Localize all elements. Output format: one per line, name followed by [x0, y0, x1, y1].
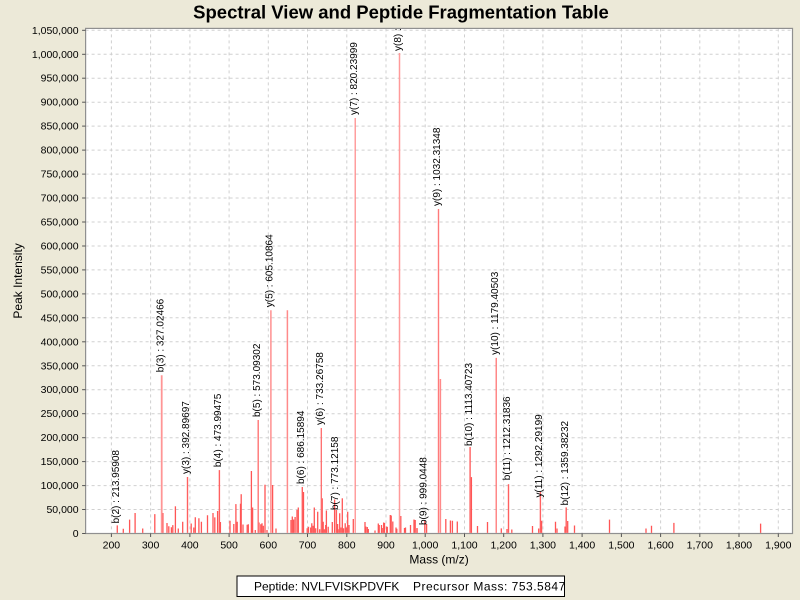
svg-text:y(5) : 605.10864: y(5) : 605.10864 — [265, 234, 276, 307]
svg-text:350,000: 350,000 — [41, 360, 79, 372]
svg-text:Spectral View and Peptide Frag: Spectral View and Peptide Fragmentation … — [193, 2, 609, 23]
svg-text:900,000: 900,000 — [41, 97, 79, 109]
svg-text:650,000: 650,000 — [41, 217, 79, 229]
svg-text:800: 800 — [338, 540, 356, 552]
svg-text:250,000: 250,000 — [41, 408, 79, 420]
svg-text:550,000: 550,000 — [41, 264, 79, 276]
svg-text:b(6) : 686.15894: b(6) : 686.15894 — [296, 410, 307, 484]
svg-text:1,400: 1,400 — [569, 540, 595, 552]
svg-text:200: 200 — [103, 540, 121, 552]
svg-text:700,000: 700,000 — [41, 193, 79, 205]
svg-text:150,000: 150,000 — [41, 456, 79, 468]
svg-text:1,200: 1,200 — [491, 540, 517, 552]
svg-text:300: 300 — [142, 540, 160, 552]
svg-text:1,600: 1,600 — [647, 540, 673, 552]
svg-text:b(11) : 1212.31836: b(11) : 1212.31836 — [502, 396, 513, 480]
svg-text:Peak Intensity: Peak Intensity — [11, 243, 25, 318]
svg-text:y(9) : 1032.31348: y(9) : 1032.31348 — [432, 127, 443, 206]
svg-text:0: 0 — [73, 528, 79, 540]
svg-text:1,900: 1,900 — [765, 540, 791, 552]
svg-text:Peptide: NVLFVISKPDVFK: Peptide: NVLFVISKPDVFK — [254, 580, 399, 594]
svg-text:b(7) : 773.12158: b(7) : 773.12158 — [330, 436, 341, 510]
svg-text:1,700: 1,700 — [687, 540, 713, 552]
svg-text:y(3) : 392.89697: y(3) : 392.89697 — [181, 401, 192, 474]
svg-text:1,000: 1,000 — [412, 540, 438, 552]
svg-text:y(6) : 733.26758: y(6) : 733.26758 — [315, 352, 326, 425]
svg-text:400: 400 — [181, 540, 199, 552]
svg-text:1,100: 1,100 — [451, 540, 477, 552]
svg-text:850,000: 850,000 — [41, 121, 79, 133]
svg-text:1,000,000: 1,000,000 — [32, 49, 79, 61]
svg-text:Mass (m/z): Mass (m/z) — [409, 553, 468, 567]
svg-text:700: 700 — [299, 540, 317, 552]
svg-text:1,300: 1,300 — [530, 540, 556, 552]
svg-text:900: 900 — [377, 540, 395, 552]
svg-text:950,000: 950,000 — [41, 73, 79, 85]
svg-text:100,000: 100,000 — [41, 480, 79, 492]
svg-text:300,000: 300,000 — [41, 384, 79, 396]
svg-text:500: 500 — [220, 540, 238, 552]
svg-text:750,000: 750,000 — [41, 169, 79, 181]
svg-text:500,000: 500,000 — [41, 288, 79, 300]
svg-text:400,000: 400,000 — [41, 336, 79, 348]
svg-text:1,800: 1,800 — [726, 540, 752, 552]
svg-text:b(12) : 1359.38232: b(12) : 1359.38232 — [560, 420, 571, 505]
svg-text:Precursor Mass: 753.5847: Precursor Mass: 753.5847 — [413, 580, 566, 594]
svg-text:b(4) : 473.99475: b(4) : 473.99475 — [213, 393, 224, 467]
svg-text:600: 600 — [260, 540, 278, 552]
svg-text:y(10) : 1179.40503: y(10) : 1179.40503 — [490, 271, 501, 355]
svg-text:800,000: 800,000 — [41, 145, 79, 157]
svg-text:450,000: 450,000 — [41, 312, 79, 324]
svg-text:b(2) : 213.95908: b(2) : 213.95908 — [111, 450, 122, 524]
svg-text:b(3) : 327.02466: b(3) : 327.02466 — [155, 298, 166, 372]
svg-text:y(11) : 1292.29199: y(11) : 1292.29199 — [534, 414, 545, 498]
svg-text:b(10) : 1113.40723: b(10) : 1113.40723 — [464, 363, 475, 446]
svg-text:b(5) : 573.09302: b(5) : 573.09302 — [252, 343, 263, 417]
svg-text:y(7) : 820.23999: y(7) : 820.23999 — [349, 42, 360, 115]
svg-text:1,050,000: 1,050,000 — [32, 25, 79, 37]
svg-text:600,000: 600,000 — [41, 241, 79, 253]
svg-text:b(9) : 999.0448: b(9) : 999.0448 — [419, 457, 430, 525]
svg-text:1,500: 1,500 — [608, 540, 634, 552]
svg-text:50,000: 50,000 — [46, 504, 78, 516]
svg-text:200,000: 200,000 — [41, 432, 79, 444]
svg-text:y(8) : 933.37585: y(8) : 933.37585 — [393, 0, 404, 51]
